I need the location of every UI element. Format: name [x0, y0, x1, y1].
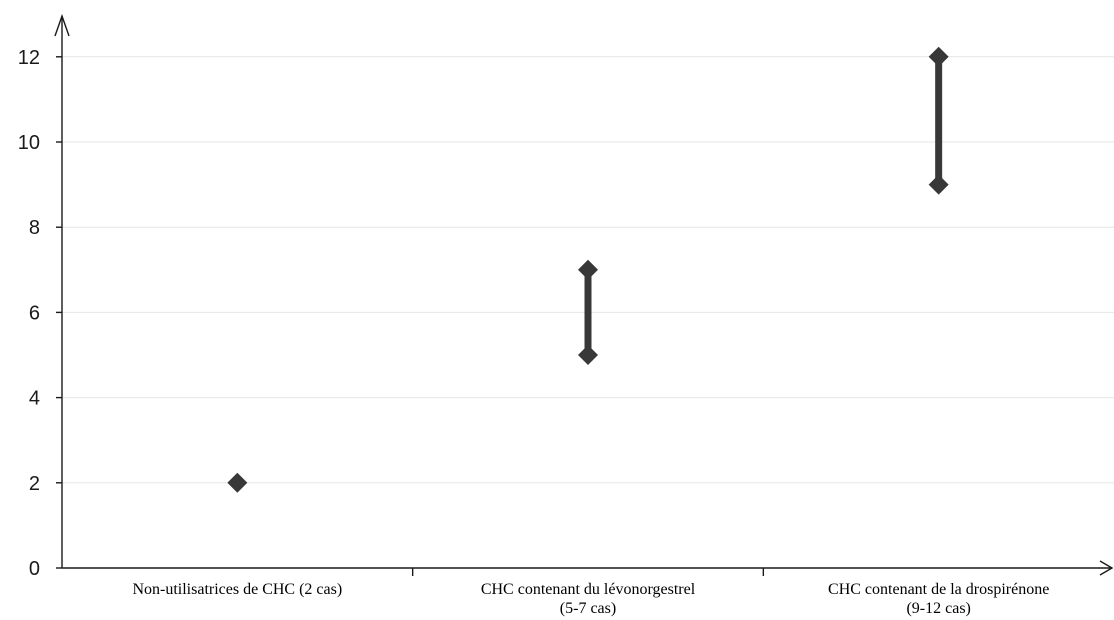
x-tick-label: CHC contenant du lévonorgestrel	[481, 581, 696, 598]
x-tick-label: CHC contenant de la drospirénone	[828, 581, 1049, 598]
y-tick-label: 12	[18, 47, 40, 69]
x-tick-label: (9-12 cas)	[906, 600, 970, 617]
mark-layer	[227, 46, 949, 493]
y-tick-label: 2	[29, 473, 40, 495]
axis-layer	[54, 13, 1114, 576]
y-tick-label: 10	[18, 132, 40, 154]
low-point-marker	[928, 174, 949, 195]
y-tick-label: 0	[29, 558, 40, 580]
y-tick-label: 6	[29, 302, 40, 324]
x-axis-arrow-icon	[1099, 560, 1114, 576]
point-marker	[227, 472, 248, 493]
low-point-marker	[578, 345, 598, 365]
y-axis-arrow-icon	[54, 13, 70, 37]
y-tick-label: 8	[29, 217, 40, 239]
high-point-marker	[578, 259, 598, 280]
y-tick-label: 4	[29, 388, 40, 410]
x-tick-label: Non-utilisatrices de CHC (2 cas)	[132, 581, 342, 598]
x-tick-label: (5-7 cas)	[560, 600, 616, 617]
label-layer: 0 2 4 6 8 10 12 Non-utilisatrices de CHC (2 cas…	[18, 47, 1050, 617]
tick-layer	[56, 56, 765, 576]
high-point-marker	[928, 46, 949, 67]
